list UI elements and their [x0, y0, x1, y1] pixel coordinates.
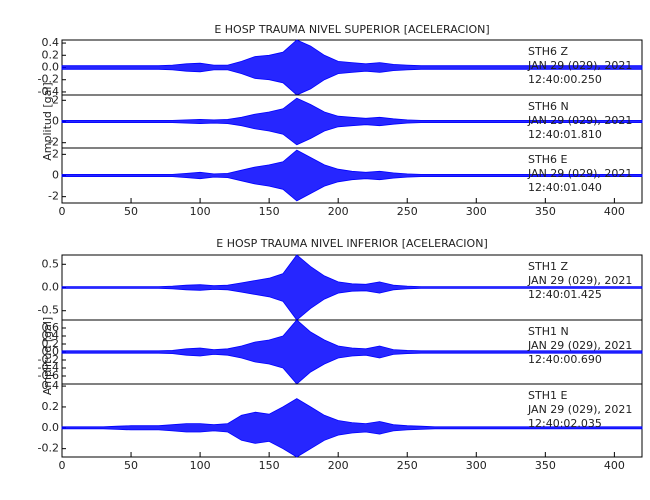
waveform-envelope [61, 254, 643, 321]
y-tick-label: 0.6 [42, 321, 60, 334]
x-tick-label: 350 [535, 205, 556, 218]
date-label: JAN 29 (029), 2021 [527, 167, 632, 180]
x-tick-label: 50 [124, 205, 138, 218]
x-tick-label: 0 [59, 459, 66, 472]
time-label: 12:40:02.035 [528, 417, 602, 430]
time-label: 12:40:01.425 [528, 288, 602, 301]
station-label: STH1 N [528, 325, 569, 338]
y-tick-label: 0.5 [42, 257, 60, 270]
station-label: STH1 E [528, 389, 567, 402]
x-tick-label: 200 [328, 459, 349, 472]
chart-title: E HOSP TRAUMA NIVEL INFERIOR [ACELERACIO… [216, 237, 487, 250]
x-tick-label: 100 [190, 459, 211, 472]
waveform-envelope [61, 97, 643, 146]
waveform-envelope [61, 149, 643, 202]
y-tick-label: -0.5 [38, 304, 59, 317]
y-tick-label: 0.0 [42, 61, 60, 74]
waveform-envelope [61, 319, 643, 385]
y-tick-label: 0.0 [42, 421, 60, 434]
y-tick-label: 0.4 [42, 379, 60, 392]
y-axis-label: Amplitud [gal] [41, 317, 54, 395]
x-tick-label: 150 [259, 205, 280, 218]
x-tick-label: 400 [604, 205, 625, 218]
x-tick-label: 50 [124, 459, 138, 472]
y-tick-label: -2 [48, 136, 59, 149]
x-tick-label: 300 [466, 205, 487, 218]
waveform-envelope [61, 398, 643, 458]
y-tick-label: 0.2 [42, 48, 60, 61]
y-tick-label: 2 [52, 93, 59, 106]
x-tick-label: 150 [259, 459, 280, 472]
time-label: 12:40:00.690 [528, 353, 602, 366]
date-label: JAN 29 (029), 2021 [527, 59, 632, 72]
y-tick-label: -0.2 [38, 442, 59, 455]
y-tick-label: 0 [52, 115, 59, 128]
y-tick-label: -0.6 [38, 369, 59, 382]
x-tick-label: 250 [397, 459, 418, 472]
y-tick-label: 0.0 [42, 345, 60, 358]
station-label: STH6 E [528, 153, 567, 166]
date-label: JAN 29 (029), 2021 [527, 403, 632, 416]
station-label: STH1 Z [528, 260, 568, 273]
x-tick-label: 400 [604, 459, 625, 472]
x-tick-label: 300 [466, 459, 487, 472]
date-label: JAN 29 (029), 2021 [527, 274, 632, 287]
date-label: JAN 29 (029), 2021 [527, 339, 632, 352]
y-tick-label: 0.2 [42, 400, 60, 413]
y-tick-label: -0.2 [38, 353, 59, 366]
time-label: 12:40:01.040 [528, 181, 602, 194]
chart-title: E HOSP TRAUMA NIVEL SUPERIOR [ACELERACIO… [214, 23, 489, 36]
station-label: STH6 Z [528, 45, 568, 58]
station-label: STH6 N [528, 100, 569, 113]
time-label: 12:40:00.250 [528, 73, 602, 86]
y-tick-label: 0.4 [42, 329, 60, 342]
y-tick-label: -0.4 [38, 85, 59, 98]
x-tick-label: 350 [535, 459, 556, 472]
x-tick-label: 100 [190, 205, 211, 218]
y-tick-label: -2 [48, 190, 59, 203]
time-label: 12:40:01.810 [528, 128, 602, 141]
panel-frame [61, 383, 643, 458]
x-tick-label: 250 [397, 205, 418, 218]
x-tick-label: 0 [59, 205, 66, 218]
y-tick-label: -0.4 [38, 361, 59, 374]
waveform-envelope [61, 39, 643, 96]
y-tick-label: 0.2 [42, 337, 60, 350]
date-label: JAN 29 (029), 2021 [527, 114, 632, 127]
y-tick-label: 0.4 [42, 36, 60, 49]
y-tick-label: 0 [52, 169, 59, 182]
y-tick-label: 2 [52, 147, 59, 160]
y-tick-label: -0.2 [38, 73, 59, 86]
y-axis-label: Amplitud [gal] [41, 82, 54, 160]
y-tick-label: 0.0 [42, 281, 60, 294]
x-tick-label: 200 [328, 205, 349, 218]
